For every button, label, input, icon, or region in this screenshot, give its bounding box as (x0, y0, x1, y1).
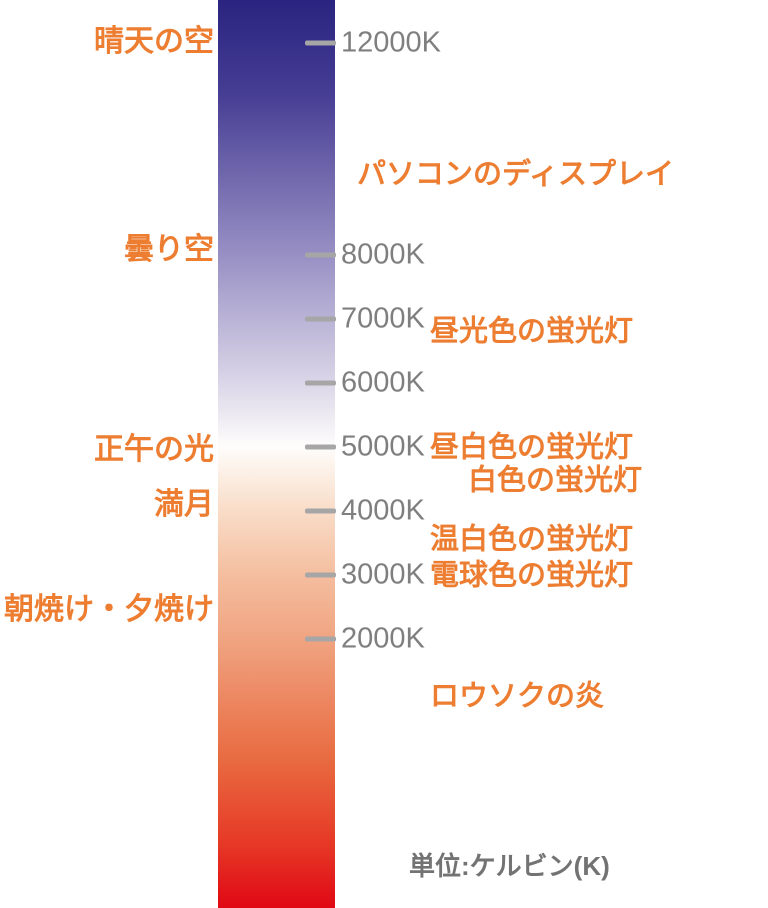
unit-note: 単位:ケルビン(K) (409, 851, 610, 881)
tick-mark-3000k (305, 572, 336, 578)
tick-label-2000k: 2000K (341, 622, 425, 655)
tick-mark-6000k (305, 380, 336, 386)
tick-label-3000k: 3000K (341, 558, 425, 591)
tick-label-6000k: 6000K (341, 366, 425, 399)
label-noon-light: 正午の光 (94, 433, 214, 466)
tick-mark-8000k (305, 252, 336, 258)
tick-mark-4000k (305, 508, 336, 514)
label-neutral-white-fluorescent: 昼白色の蛍光灯 (430, 431, 634, 464)
label-candle-flame: ロウソクの炎 (430, 680, 605, 713)
label-white-fluorescent: 白色の蛍光灯 (468, 464, 643, 497)
tick-mark-7000k (305, 316, 336, 322)
label-full-moon: 満月 (154, 488, 214, 521)
label-warm-white-fluorescent: 温白色の蛍光灯 (430, 523, 634, 556)
label-daylight-fluorescent: 昼光色の蛍光灯 (430, 315, 634, 348)
tick-label-8000k: 8000K (341, 238, 425, 271)
tick-label-4000k: 4000K (341, 494, 425, 527)
tick-mark-5000k (305, 444, 336, 450)
tick-mark-12000k (305, 40, 336, 46)
kelvin-gradient-bar (218, 0, 335, 908)
tick-mark-2000k (305, 636, 336, 642)
tick-label-5000k: 5000K (341, 430, 425, 463)
label-pc-display: パソコンのディスプレイ (357, 158, 674, 191)
tick-label-12000k: 12000K (341, 26, 441, 59)
label-clear-sky: 晴天の空 (94, 25, 214, 58)
label-sunrise-sunset: 朝焼け・夕焼け (4, 593, 214, 626)
label-bulb-color-fluorescent: 電球色の蛍光灯 (430, 559, 634, 592)
tick-label-7000k: 7000K (341, 302, 425, 335)
label-cloudy-sky: 曇り空 (124, 233, 214, 266)
